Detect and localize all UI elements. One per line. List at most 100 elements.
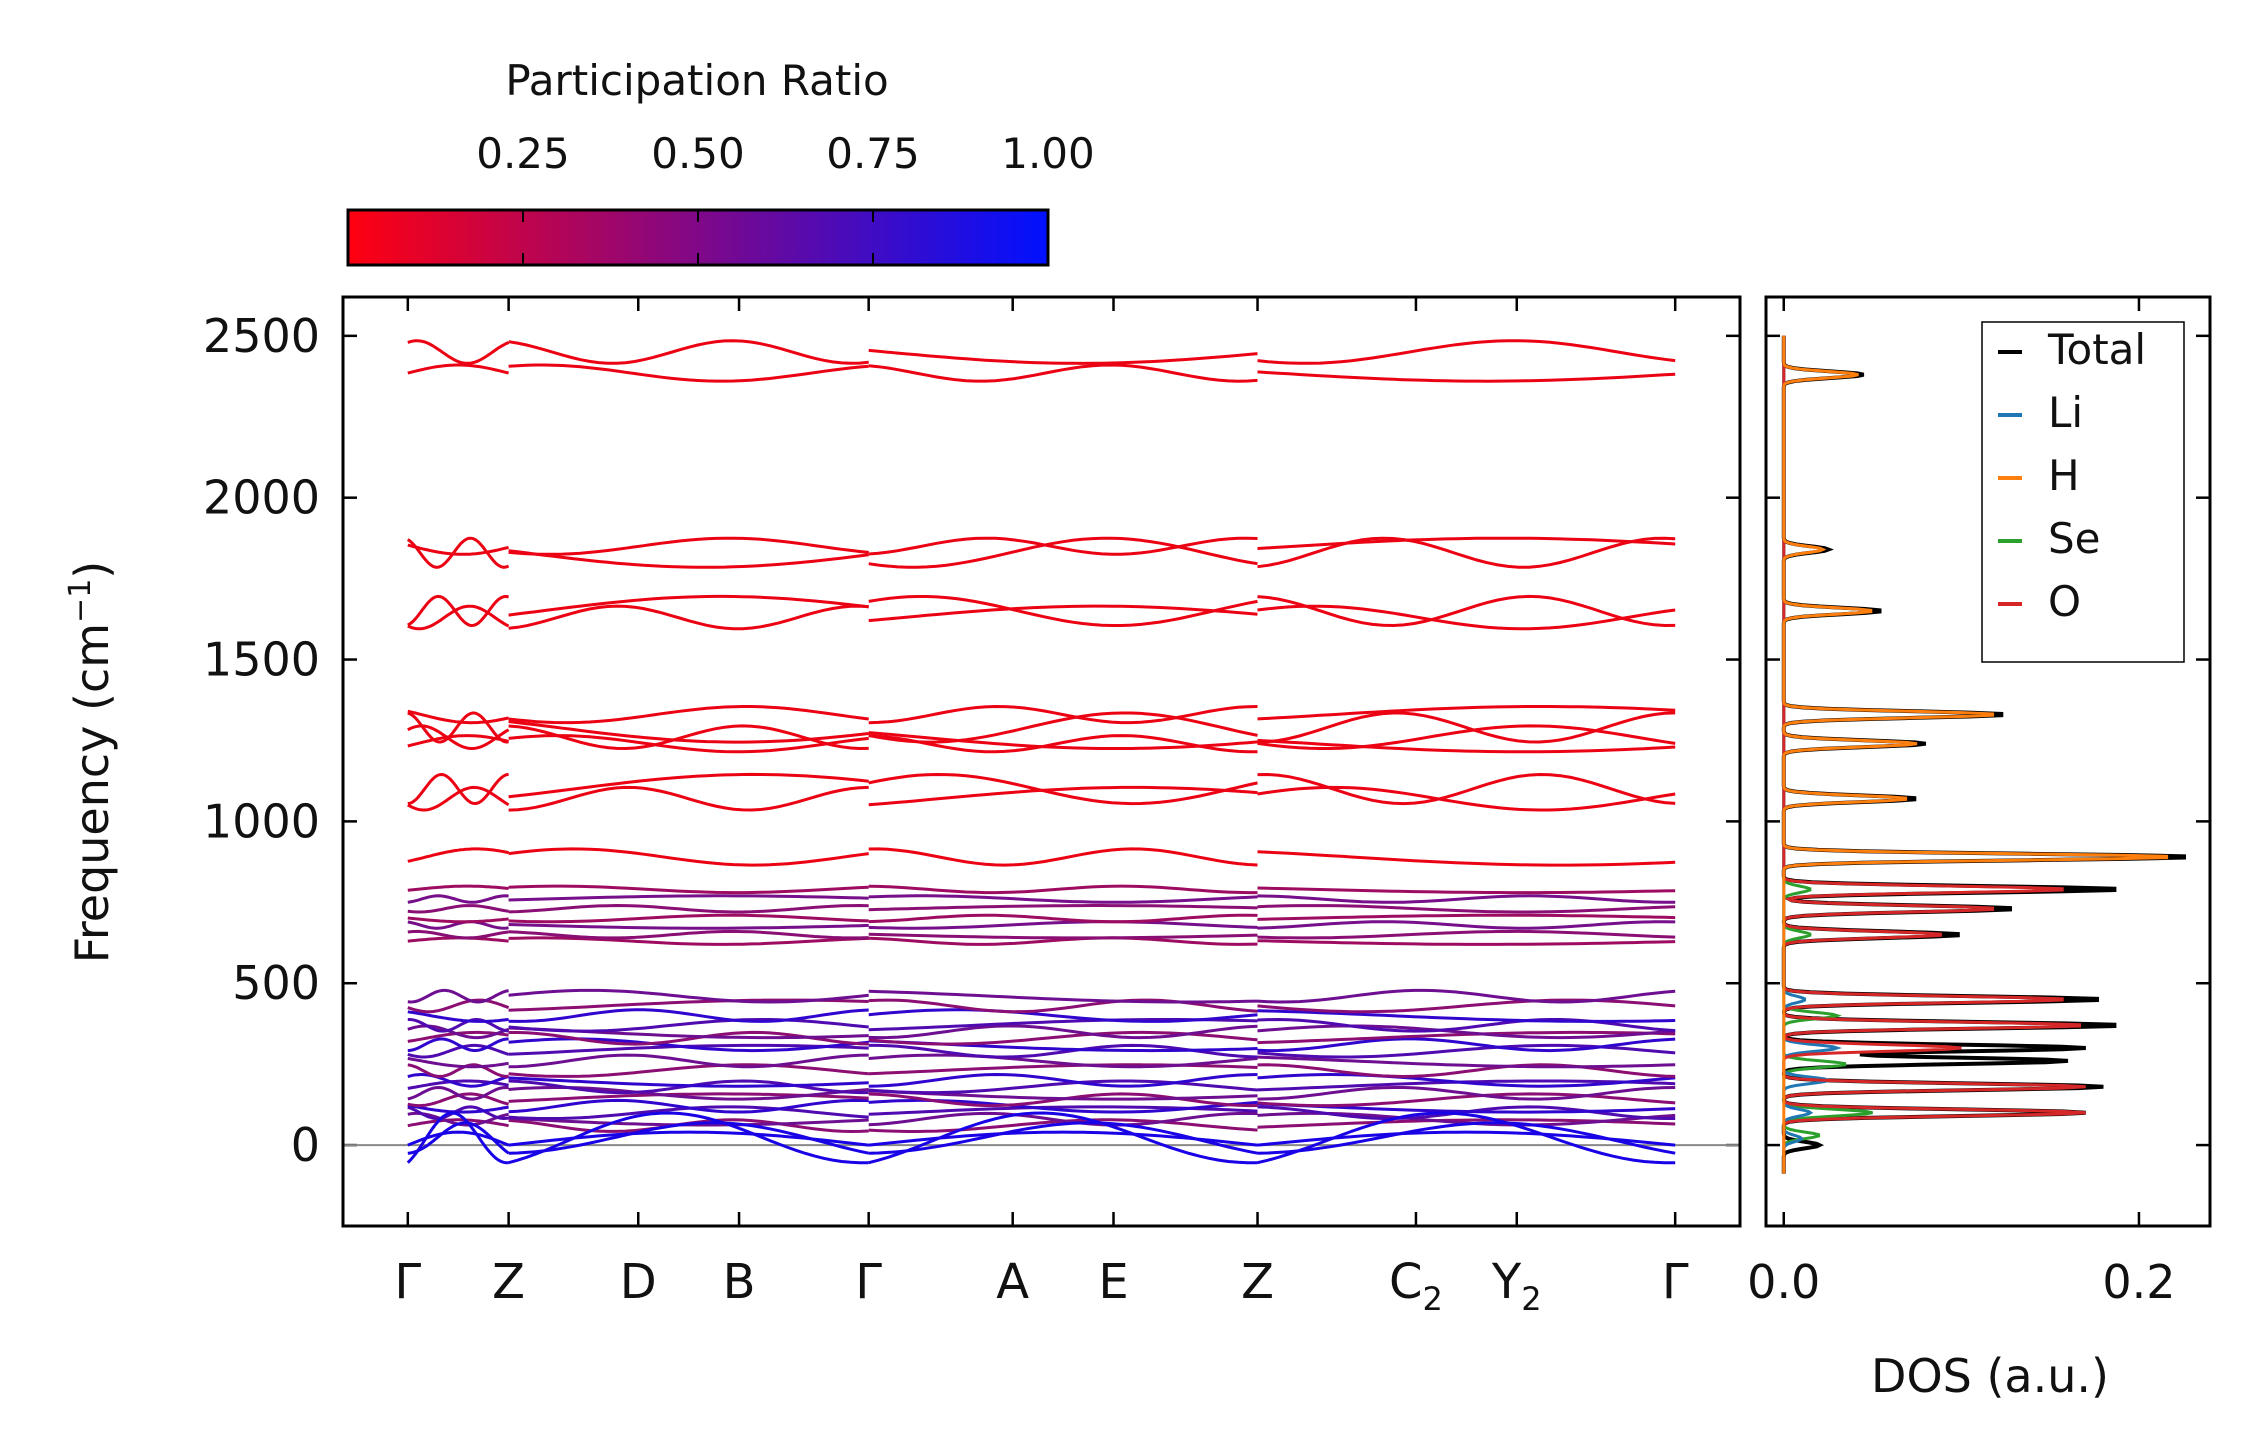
band-x-axis: Γ Z D B Γ A E Z C2 Y2 Γ (394, 297, 1689, 1318)
phonon-band (868, 1111, 1258, 1127)
phonon-band (508, 1063, 869, 1078)
phonon-band (868, 1063, 1258, 1076)
phonon-band (407, 884, 509, 892)
phonon-band (1257, 604, 1676, 631)
phonon-band (1257, 1017, 1676, 1033)
kpoint-label: C2 (1389, 1254, 1443, 1318)
legend-entry: Se (2048, 514, 2101, 563)
dos-curve-se (1782, 335, 1873, 1174)
dos-legend: Total Li H Se O (1981, 321, 2185, 663)
phonon-band (508, 936, 869, 946)
phonon-band (868, 998, 1258, 1014)
kpoint-subscript: 2 (1423, 1280, 1443, 1318)
dos-curves (1781, 335, 2186, 1174)
phonon-band (508, 363, 869, 383)
phonon-band (508, 720, 869, 744)
phonon-band (868, 348, 1258, 365)
dos-x-tick-label: 0.0 (1747, 1255, 1820, 1309)
band-y-tick-label: 0 (291, 1118, 320, 1172)
phonon-band (868, 920, 1258, 930)
phonon-band (1257, 1037, 1676, 1053)
kpoint-subscript: 2 (1521, 1280, 1541, 1318)
phonon-band (1257, 724, 1676, 750)
phonon-band (868, 785, 1258, 807)
phonon-band (508, 594, 869, 617)
legend-entry: Total (2047, 325, 2146, 374)
phonon-band (407, 1118, 509, 1128)
phonon-band (868, 604, 1258, 623)
phonon-band (508, 847, 869, 867)
phonon-band (868, 989, 1258, 1004)
dos-curve-h (1782, 335, 2169, 1174)
phonon-band (1257, 929, 1676, 940)
colorbar-tick-label: 0.50 (651, 129, 745, 178)
phonon-band (868, 704, 1258, 725)
phonon-band (1257, 705, 1676, 721)
phonon-band (868, 913, 1258, 924)
band-y-axis-label: Frequency (cm−1) (63, 561, 119, 964)
phonon-band (407, 363, 510, 375)
phonon-band (868, 711, 1258, 744)
colorbar-ticks (522, 210, 874, 265)
phonon-band (407, 916, 509, 924)
kpoint-label: D (620, 1254, 657, 1310)
colorbar-label: Participation Ratio (505, 56, 888, 105)
phonon-band (1257, 594, 1676, 628)
phonon-band (1257, 1072, 1676, 1088)
phonon-band (407, 711, 509, 744)
phonon-band (868, 363, 1258, 383)
phonon-band (868, 1072, 1258, 1088)
kpoint-label: Γ (855, 1254, 882, 1310)
acoustic-band (508, 1121, 870, 1155)
phonon-band (407, 1043, 510, 1059)
phonon-band (508, 988, 869, 1004)
phonon-band (868, 936, 1258, 946)
phonon-band (508, 536, 869, 556)
phonon-band (407, 1103, 509, 1114)
acoustic-band (406, 1111, 509, 1165)
phonon-band (407, 1105, 509, 1121)
colorbar-tick-labels: 0.25 0.50 0.75 1.00 (476, 129, 1095, 178)
kpoint-label: Y2 (1491, 1254, 1542, 1318)
band-plot-frame (341, 295, 1742, 1228)
phonon-band (508, 549, 869, 569)
phonon-band (1257, 339, 1676, 365)
kpoint-label: A (996, 1254, 1029, 1310)
acoustic-band (1257, 1121, 1676, 1155)
kpoint-label: Γ (394, 1254, 421, 1310)
phonon-band (508, 604, 869, 631)
phonon-band (508, 705, 869, 725)
phonon-band (407, 988, 509, 1004)
kpoint-label: E (1098, 1254, 1128, 1310)
phonon-band (508, 894, 869, 902)
phonon-band (868, 772, 1258, 806)
phonon-bands (406, 339, 1676, 1165)
phonon-band (407, 1063, 509, 1078)
dos-curve-li (1782, 335, 1842, 1174)
phonon-band (1257, 1024, 1676, 1040)
phonon-band (1257, 370, 1676, 383)
dos-plot-frame (1764, 295, 2212, 1228)
phonon-band (508, 339, 869, 365)
phonon-band (407, 1010, 509, 1023)
band-y-tick-label: 2000 (203, 471, 320, 525)
phonon-band (1257, 1030, 1676, 1045)
band-y-axis: 0 500 1000 1500 2000 2500 (203, 309, 1740, 1172)
phonon-band (1257, 738, 1676, 754)
phonon-band (868, 536, 1258, 569)
phonon-band (508, 913, 869, 924)
phonon-band (1257, 1009, 1676, 1023)
phonon-band (508, 785, 869, 812)
phonon-band (868, 847, 1258, 867)
phonon-band (868, 1053, 1258, 1069)
phonon-band (407, 734, 509, 748)
phonon-band (868, 595, 1258, 627)
phonon-band (1257, 711, 1676, 744)
phonon-band (508, 903, 869, 914)
kpoint-symbol: B (723, 1254, 756, 1310)
phonon-band (407, 1057, 509, 1069)
phonon-band (407, 894, 509, 904)
phonon-band (1257, 913, 1676, 921)
phonon-band (868, 536, 1258, 556)
